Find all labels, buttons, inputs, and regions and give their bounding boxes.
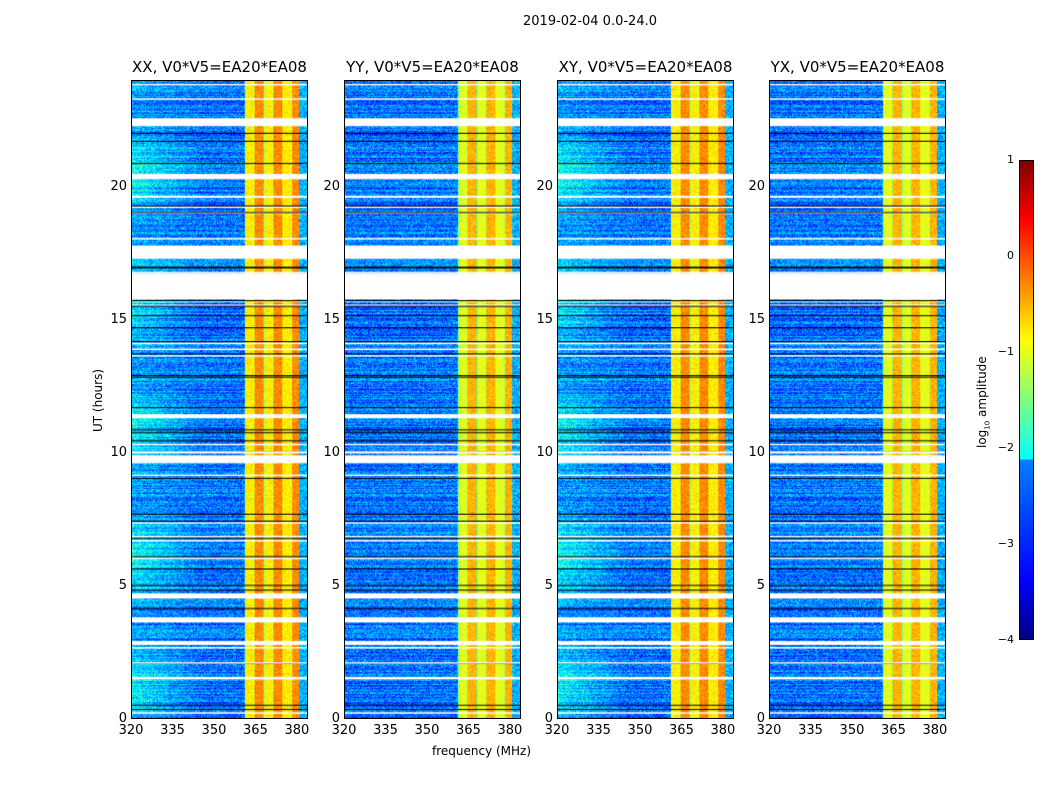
panel-title: YX, V0*V5=EA20*EA08 <box>770 58 945 76</box>
x-tick-label: 350 <box>627 723 653 738</box>
colorbar-label: log10 amplitude <box>975 356 992 448</box>
colorbar-tick-label: 0 <box>1007 249 1014 262</box>
x-tick-label: 380 <box>922 723 948 738</box>
x-tick-label: 320 <box>331 723 357 738</box>
colorbar-tick-label: −1 <box>997 345 1014 358</box>
x-tick-label: 380 <box>710 723 736 738</box>
x-tick-label: 365 <box>456 723 481 738</box>
figure-title: 2019-02-04 0.0-24.0 <box>523 14 657 29</box>
colorbar <box>1019 160 1034 640</box>
heatmap-panel <box>131 80 308 719</box>
y-tick-label: 15 <box>536 311 553 327</box>
y-tick-label: 5 <box>544 577 553 593</box>
y-tick-label: 15 <box>110 311 127 327</box>
y-tick-label: 0 <box>756 711 765 726</box>
y-tick-label: 5 <box>331 577 340 593</box>
x-tick-label: 350 <box>201 723 227 738</box>
y-tick-label: 15 <box>748 311 765 327</box>
colorbar-tick-label: −2 <box>997 441 1014 454</box>
y-axis-label: UT (hours) <box>91 368 105 432</box>
x-tick-label: 380 <box>497 723 523 738</box>
y-tick-label: 10 <box>536 444 553 460</box>
y-tick-label: 5 <box>756 577 765 593</box>
panel-title: XX, V0*V5=EA20*EA08 <box>132 58 307 76</box>
x-tick-label: 335 <box>160 723 185 738</box>
panel-title: XY, V0*V5=EA20*EA08 <box>558 58 733 76</box>
x-tick-label: 320 <box>544 723 570 738</box>
x-tick-label: 350 <box>414 723 440 738</box>
y-tick-label: 10 <box>110 444 127 460</box>
y-tick-label: 5 <box>118 577 127 593</box>
y-tick-label: 15 <box>323 311 340 327</box>
x-tick-label: 320 <box>118 723 144 738</box>
heatmap-panel <box>769 80 946 719</box>
y-tick-label: 20 <box>323 178 340 194</box>
y-tick-label: 10 <box>748 444 765 460</box>
colorbar-tick-label: −4 <box>997 633 1014 646</box>
x-tick-label: 335 <box>373 723 398 738</box>
x-tick-label: 365 <box>243 723 268 738</box>
x-tick-label: 335 <box>586 723 611 738</box>
heatmap-panel <box>557 80 734 719</box>
x-tick-label: 365 <box>881 723 906 738</box>
y-tick-label: 20 <box>748 178 765 194</box>
colorbar-tick-label: −3 <box>997 537 1014 550</box>
y-tick-label: 0 <box>544 711 553 726</box>
heatmap-panel <box>344 80 521 719</box>
x-tick-label: 335 <box>798 723 823 738</box>
panel-title: YY, V0*V5=EA20*EA08 <box>346 58 519 76</box>
x-tick-label: 380 <box>284 723 310 738</box>
x-tick-label: 350 <box>839 723 865 738</box>
y-tick-label: 0 <box>331 711 340 726</box>
x-tick-label: 320 <box>756 723 782 738</box>
y-tick-label: 20 <box>536 178 553 194</box>
y-tick-label: 20 <box>110 178 127 194</box>
y-tick-label: 10 <box>323 444 340 460</box>
x-axis-label: frequency (MHz) <box>432 744 532 758</box>
colorbar-tick-label: 1 <box>1007 153 1014 166</box>
y-tick-label: 0 <box>118 711 127 726</box>
x-tick-label: 365 <box>669 723 694 738</box>
